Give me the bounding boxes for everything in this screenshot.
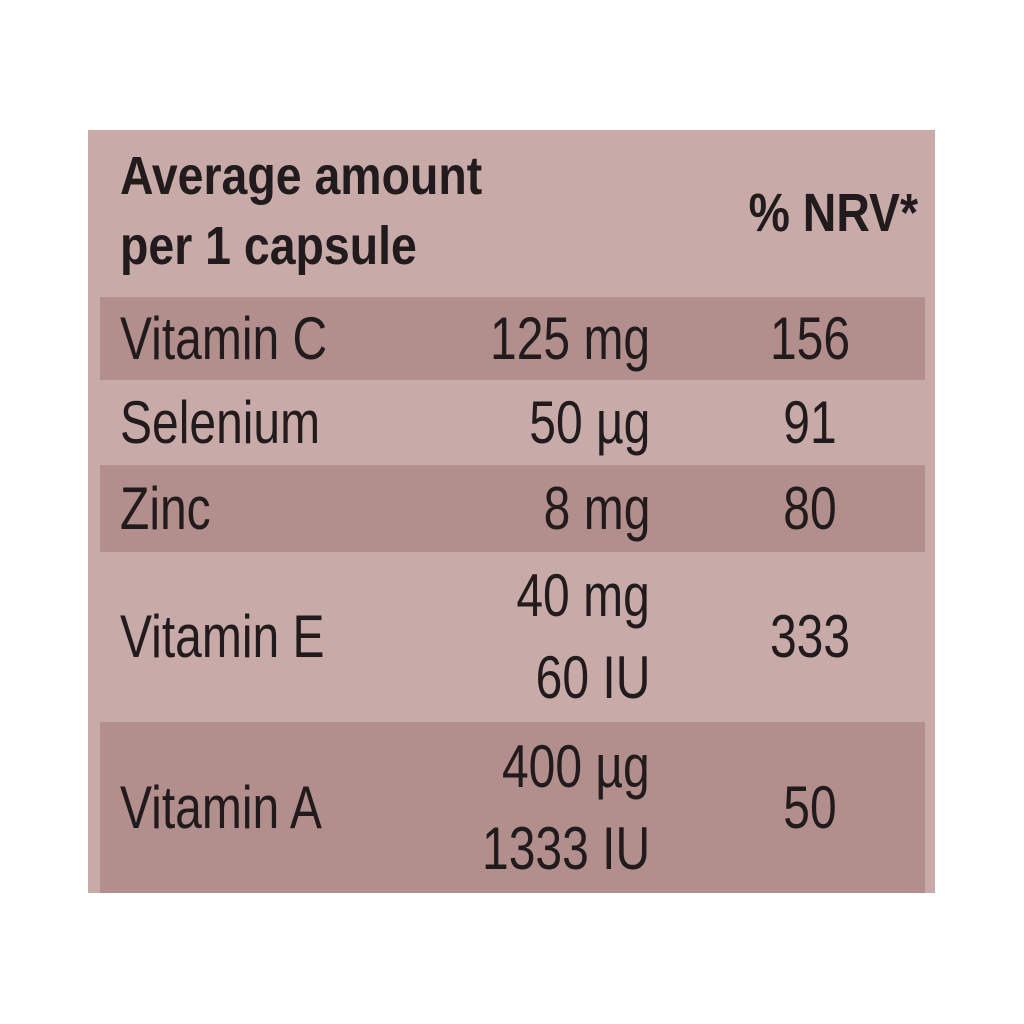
nrv-heading: % NRV* [748,183,918,243]
nutrient-name: Selenium [120,388,321,456]
amount-heading: Average amount [120,146,483,206]
amount: 8 mg [543,474,650,542]
nutrient-name: Vitamin C [120,304,328,372]
amount: 400 µg [502,732,650,800]
row-band [100,465,925,552]
row-band [100,297,925,380]
nutrient-name: Vitamin A [120,773,322,841]
nrv-value: 50 [783,773,837,841]
amount: 40 mg [516,562,650,629]
amount: 1333 IU [481,814,650,882]
amount: 60 IU [535,644,650,711]
nutrient-name: Zinc [120,474,211,542]
amount: 125 mg [489,304,650,372]
amount-heading: per 1 capsule [120,216,417,276]
nutrient-name: Vitamin E [120,603,325,670]
amount: 50 µg [528,388,650,456]
nrv-value: 156 [769,304,851,372]
nrv-value: 80 [783,474,837,542]
row-band [100,722,925,893]
nrv-value: 333 [769,603,851,670]
nrv-value: 91 [783,388,837,456]
